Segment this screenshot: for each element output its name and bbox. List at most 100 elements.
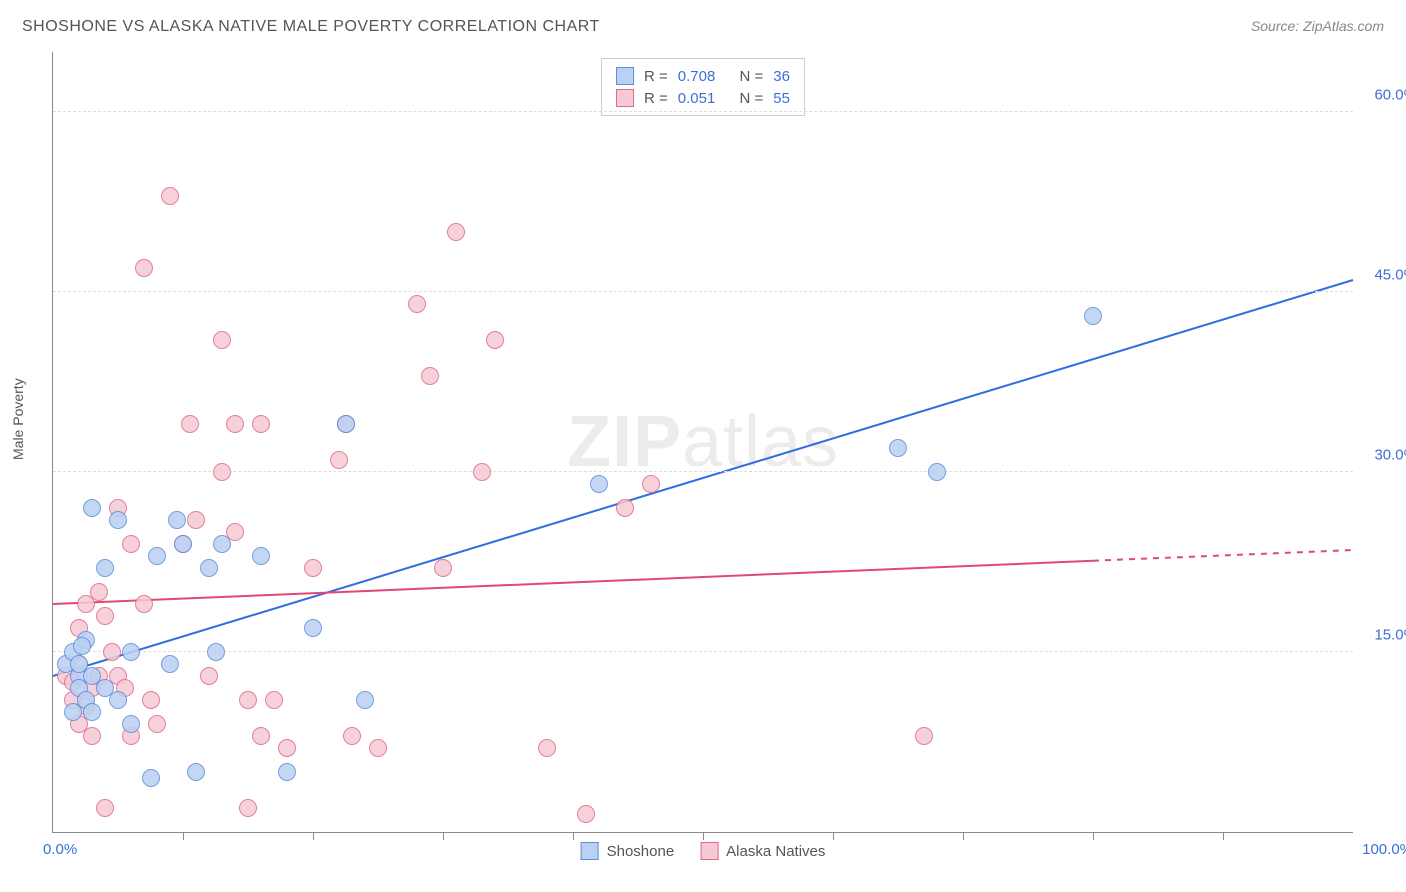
data-point [73,637,91,655]
data-point [213,331,231,349]
data-point [915,727,933,745]
swatch-alaska [616,89,634,107]
data-point [122,643,140,661]
data-point [96,607,114,625]
data-point [96,559,114,577]
n-label: N = [740,68,764,85]
data-point [278,763,296,781]
data-point [265,691,283,709]
trend-line [53,280,1353,676]
data-point [135,595,153,613]
data-point [135,259,153,277]
y-tick-label: 30.0% [1357,447,1406,464]
x-tick [1093,832,1094,840]
data-point [90,583,108,601]
data-point [96,679,114,697]
legend-label-alaska: Alaska Natives [726,843,825,860]
trend-lines-layer [53,52,1353,832]
swatch-alaska [700,842,718,860]
source-label: Source: ZipAtlas.com [1251,18,1384,34]
data-point [538,739,556,757]
gridline [53,111,1353,112]
data-point [252,415,270,433]
r-value-alaska: 0.051 [678,90,716,107]
data-point [148,715,166,733]
data-point [239,691,257,709]
data-point [83,727,101,745]
data-point [616,499,634,517]
data-point [1084,307,1102,325]
data-point [109,511,127,529]
data-point [304,559,322,577]
n-value-alaska: 55 [773,90,790,107]
trend-line-extrapolated [1093,550,1353,561]
swatch-shoshone [616,67,634,85]
data-point [83,499,101,517]
x-tick [1223,832,1224,840]
x-tick [183,832,184,840]
data-point [434,559,452,577]
data-point [161,655,179,673]
legend-label-shoshone: Shoshone [607,843,675,860]
legend-series: Shoshone Alaska Natives [581,842,826,860]
r-label: R = [644,68,668,85]
x-tick [573,832,574,840]
data-point [207,643,225,661]
data-point [96,799,114,817]
data-point [174,535,192,553]
y-axis-label: Male Poverty [10,378,26,460]
chart-title: SHOSHONE VS ALASKA NATIVE MALE POVERTY C… [22,18,600,36]
gridline [53,471,1353,472]
y-tick-label: 45.0% [1357,267,1406,284]
legend-item-alaska: Alaska Natives [700,842,825,860]
r-label: R = [644,90,668,107]
data-point [226,415,244,433]
legend-correlation: R = 0.708 N = 36 R = 0.051 N = 55 [601,58,805,116]
gridline [53,651,1353,652]
legend-row-alaska: R = 0.051 N = 55 [616,87,790,109]
data-point [168,511,186,529]
data-point [122,535,140,553]
data-point [642,475,660,493]
data-point [447,223,465,241]
data-point [148,547,166,565]
x-tick [313,832,314,840]
data-point [142,691,160,709]
data-point [200,559,218,577]
data-point [343,727,361,745]
y-tick-label: 60.0% [1357,87,1406,104]
x-tick [833,832,834,840]
data-point [187,511,205,529]
data-point [577,805,595,823]
x-axis-min-label: 0.0% [43,841,77,858]
data-point [187,763,205,781]
data-point [213,535,231,553]
data-point [889,439,907,457]
n-label: N = [740,90,764,107]
data-point [590,475,608,493]
data-point [337,415,355,433]
data-point [252,727,270,745]
data-point [142,769,160,787]
data-point [64,703,82,721]
data-point [122,715,140,733]
x-tick [703,832,704,840]
data-point [181,415,199,433]
legend-item-shoshone: Shoshone [581,842,675,860]
n-value-shoshone: 36 [773,68,790,85]
data-point [83,703,101,721]
r-value-shoshone: 0.708 [678,68,716,85]
gridline [53,291,1353,292]
y-tick-label: 15.0% [1357,627,1406,644]
data-point [239,799,257,817]
data-point [252,547,270,565]
data-point [408,295,426,313]
data-point [103,643,121,661]
data-point [330,451,348,469]
data-point [161,187,179,205]
data-point [473,463,491,481]
x-axis-max-label: 100.0% [1362,841,1406,858]
data-point [486,331,504,349]
data-point [200,667,218,685]
data-point [421,367,439,385]
